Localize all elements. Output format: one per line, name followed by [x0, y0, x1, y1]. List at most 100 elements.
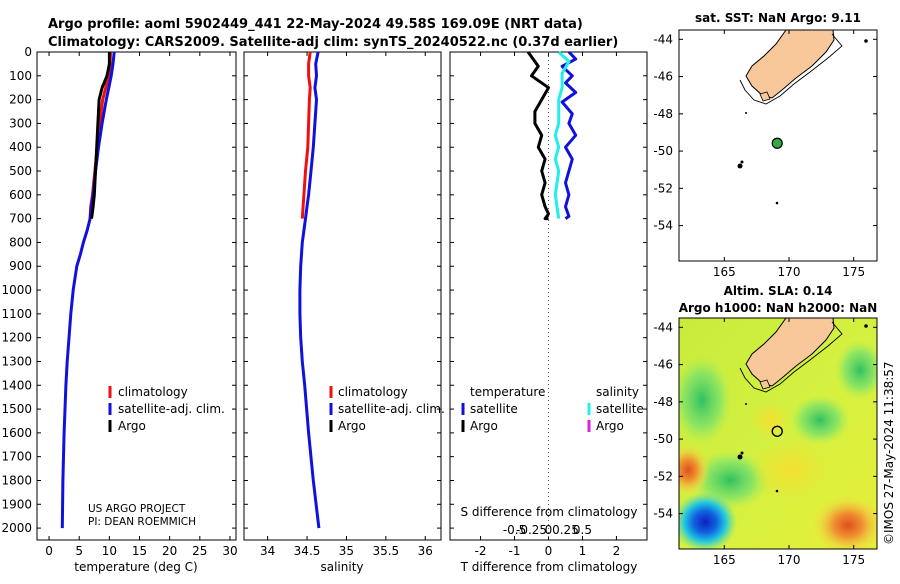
x-tick-label: 0 [545, 544, 553, 558]
y-tick-label: 800 [9, 235, 32, 249]
sla-map-area [679, 318, 877, 549]
map-y-tick-label: -50 [653, 144, 673, 158]
sst-map-title: sat. SST: NaN Argo: 9.11 [695, 11, 861, 25]
legend-temp-satellite-label: satellite [470, 402, 518, 416]
island [864, 39, 868, 43]
island [775, 201, 779, 205]
difference-plot: -2 -1 0 1 2-0.5-0.250 0.250.5 [450, 50, 647, 558]
map-x-tick-label: 165 [713, 553, 736, 567]
title-line-1: Argo profile: aoml 5902449_441 22-May-20… [48, 17, 583, 32]
legend-salinity-title: salinity [596, 385, 639, 399]
map-y-tick-label: -44 [653, 320, 673, 334]
x-tick-label: 36 [418, 544, 433, 558]
sla-map-title-line-1: Altim. SLA: 0.14 [724, 284, 833, 298]
map-x-tick-label: 175 [842, 265, 865, 279]
map-y-tick-label: -54 [653, 219, 673, 233]
y-tick-label: 1300 [1, 354, 32, 368]
sla-anomaly [679, 444, 710, 496]
difference-legend-temperature: temperature satellite Argo [461, 385, 545, 433]
title-line-2: Climatology: CARS2009. Satellite-adj cli… [48, 35, 618, 50]
top-tick-label: 0.25 [552, 523, 579, 537]
x-tick-label: 25 [192, 544, 207, 558]
map-y-tick-label: -44 [653, 32, 673, 46]
top-tick-label: 0.5 [573, 523, 592, 537]
sla-map-title-line-2: Argo h1000: NaN h2000: NaN [679, 301, 878, 315]
sla-anomaly [835, 340, 877, 400]
y-tick-label: 1700 [1, 450, 32, 464]
y-tick-label: 1900 [1, 497, 32, 511]
temperature-plot-frame [36, 51, 237, 541]
y-tick-label: 200 [9, 93, 32, 107]
top-tick-label: -0.5 [503, 523, 526, 537]
map-y-tick-label: -54 [653, 507, 673, 521]
y-tick-label: 1600 [1, 426, 32, 440]
island [745, 112, 747, 114]
map-y-tick-label: -52 [653, 181, 673, 195]
x-tick-label: 0 [45, 544, 53, 558]
map-y-tick-label: -48 [653, 107, 673, 121]
y-tick-label: 300 [9, 116, 32, 130]
top-tick-label: 0 [545, 523, 553, 537]
x-tick-label: 34 [260, 544, 275, 558]
y-tick-label: 1100 [1, 307, 32, 321]
series-temperature-argo [526, 51, 550, 221]
legend-argo-label: Argo [338, 419, 366, 433]
legend-sal-satellite-label: satellite [596, 402, 644, 416]
x-tick-label: 35 [339, 544, 354, 558]
x-tick-label: 15 [132, 544, 147, 558]
land-mass [745, 30, 835, 99]
island [864, 324, 868, 328]
map-y-tick-label: -46 [653, 358, 673, 372]
difference-top-xlabel: S difference from climatology [461, 505, 638, 519]
x-tick-label: 30 [222, 544, 237, 558]
top-tick-label: -0.25 [516, 523, 547, 537]
sst-map-frame [678, 29, 878, 262]
island [745, 403, 747, 405]
series-temperature-satellite [560, 50, 578, 220]
project-line-1: US ARGO PROJECT [88, 503, 186, 515]
series-satellite-adj-clim- [60, 51, 116, 529]
map-y-tick-label: -50 [653, 432, 673, 446]
y-tick-label: 1400 [1, 378, 32, 392]
legend-satellite-label: satellite-adj. clim. [338, 402, 445, 416]
argo-position-marker [771, 137, 783, 149]
land-mass [745, 318, 835, 387]
x-tick-label: 20 [162, 544, 177, 558]
sla-anomaly [790, 395, 850, 445]
y-tick-label: 600 [9, 188, 32, 202]
copyright-label: ©IMOS 27-May-2024 11:38:57 [882, 361, 896, 545]
y-tick-label: 1000 [1, 283, 32, 297]
x-tick-label: 5 [75, 544, 83, 558]
y-tick-label: 2000 [1, 521, 32, 535]
y-tick-label: 500 [9, 164, 32, 178]
y-tick-label: 900 [9, 259, 32, 273]
sst-map-axes: 165 170 175 -44 -46 -48 -50 -52 -54 [653, 30, 877, 279]
island [740, 160, 744, 164]
sla-anomaly [679, 355, 732, 445]
map-y-tick-label: -52 [653, 469, 673, 483]
legend-climatology-label: climatology [118, 385, 188, 399]
map-x-tick-label: 170 [778, 553, 801, 567]
salinity-plot: 34 34.5 35 35.5 36 [244, 51, 441, 558]
y-tick-label: 400 [9, 140, 32, 154]
map-x-tick-label: 165 [713, 265, 736, 279]
map-y-tick-label: -46 [653, 70, 673, 84]
island [759, 91, 771, 102]
x-tick-label: 1 [579, 544, 587, 558]
legend-temp-argo-label: Argo [470, 419, 498, 433]
sla-anomaly [750, 402, 790, 438]
temperature-plot: 0 5 10 15 20 25 300100200300400500600700800900… [1, 45, 237, 558]
island [737, 454, 743, 460]
salinity-legend: climatology satellite-adj. clim. Argo [329, 385, 445, 433]
map-x-tick-label: 170 [778, 265, 801, 279]
island [737, 163, 743, 169]
sla-map-axes: 165 170 175 -44 -46 -48 -50 -52 -54 [653, 318, 877, 567]
island [759, 379, 771, 390]
temperature-xlabel: temperature (deg C) [74, 560, 197, 574]
sla-anomaly [679, 492, 737, 549]
map-x-tick-label: 175 [842, 553, 865, 567]
sla-map-frame [678, 317, 878, 550]
x-tick-label: 2 [613, 544, 621, 558]
sla-anomaly [812, 495, 877, 549]
